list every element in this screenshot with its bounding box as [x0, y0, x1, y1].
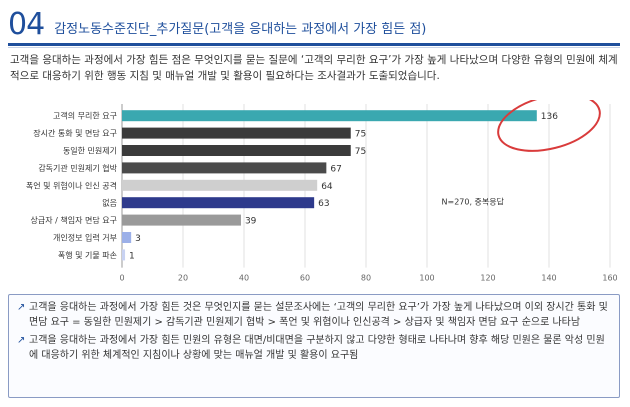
x-tick-label: 160	[602, 274, 617, 283]
data-label: 3	[135, 234, 141, 244]
arrow-icon: ↗	[17, 335, 26, 346]
x-tick-label: 100	[419, 274, 434, 283]
category-label: 없음	[102, 199, 117, 208]
data-label: 136	[541, 112, 558, 122]
category-label: 폭행 및 기물 파손	[58, 250, 117, 260]
data-label: 1	[129, 251, 135, 261]
header-divider-thin	[8, 47, 620, 48]
note-item: ↗ 고객을 응대하는 과정에서 가장 힘든 것은 무엇인지를 묻는 설문조사에는…	[17, 300, 611, 330]
data-label: 39	[245, 217, 257, 227]
x-tick-label: 120	[480, 274, 495, 283]
data-label: 75	[355, 147, 366, 157]
notes-box: ↗ 고객을 응대하는 과정에서 가장 힘든 것은 무엇인지를 묻는 설문조사에는…	[8, 294, 620, 398]
bar	[122, 232, 132, 243]
header-divider	[8, 43, 620, 46]
x-tick-label: 140	[541, 274, 556, 283]
bar	[122, 197, 315, 209]
section-title: 감정노동수준진단_추가질문(고객을 응대하는 과정에서 가장 힘든 점)	[54, 22, 427, 37]
bar	[122, 110, 537, 122]
note-item: ↗ 고객을 응대하는 과정에서 가장 힘든 민원의 유형은 대면/비대면을 구분…	[17, 333, 611, 363]
bar	[122, 214, 241, 226]
note-text: 고객을 응대하는 과정에서 가장 힘든 것은 무엇인지를 묻는 설문조사에는 ‘…	[29, 302, 608, 328]
intro-paragraph: 고객을 응대하는 과정에서 가장 힘든 점은 무엇인지를 묻는 질문에 ‘고객의…	[10, 54, 618, 82]
category-label: 폭언 및 위협이나 인신 공격	[26, 180, 117, 190]
data-label: 67	[330, 164, 341, 174]
category-label: 개인정보 입력 거부	[53, 233, 117, 243]
bar	[122, 162, 327, 174]
x-tick-label: 80	[361, 274, 371, 283]
bar	[122, 179, 318, 191]
bar-chart: 0 20 40 60 80 100 120 140 160 고객의 무리한 요구 136 장시간 통화…	[26, 100, 618, 283]
data-label: 63	[318, 199, 329, 209]
highlight-circle	[497, 100, 601, 152]
note-text: 고객을 응대하는 과정에서 가장 힘든 민원의 유형은 대면/비대면을 구분하지…	[29, 335, 605, 361]
x-tick-label: 60	[300, 274, 310, 283]
bar	[122, 127, 351, 139]
x-tick-label: 0	[119, 274, 124, 283]
chart-annotation: N=270, 중복응답	[442, 196, 505, 206]
section-header: 04 감정노동수준진단_추가질문(고객을 응대하는 과정에서 가장 힘든 점)	[8, 8, 426, 40]
data-label: 64	[321, 182, 333, 192]
category-label: 상급자 / 책임자 면담 요구	[31, 215, 117, 225]
x-tick-label: 40	[239, 274, 249, 283]
bar	[122, 145, 351, 156]
arrow-icon: ↗	[17, 302, 26, 313]
data-label: 75	[355, 130, 366, 140]
category-label: 장시간 통화 및 면담 요구	[33, 128, 117, 138]
category-label: 감독기관 민원제기 협박	[38, 163, 117, 173]
x-tick-label: 20	[178, 274, 188, 283]
category-label: 동일한 민원제기	[63, 146, 117, 156]
section-number: 04	[8, 7, 45, 42]
bar	[122, 249, 126, 261]
category-label: 고객의 무리한 요구	[53, 111, 117, 121]
